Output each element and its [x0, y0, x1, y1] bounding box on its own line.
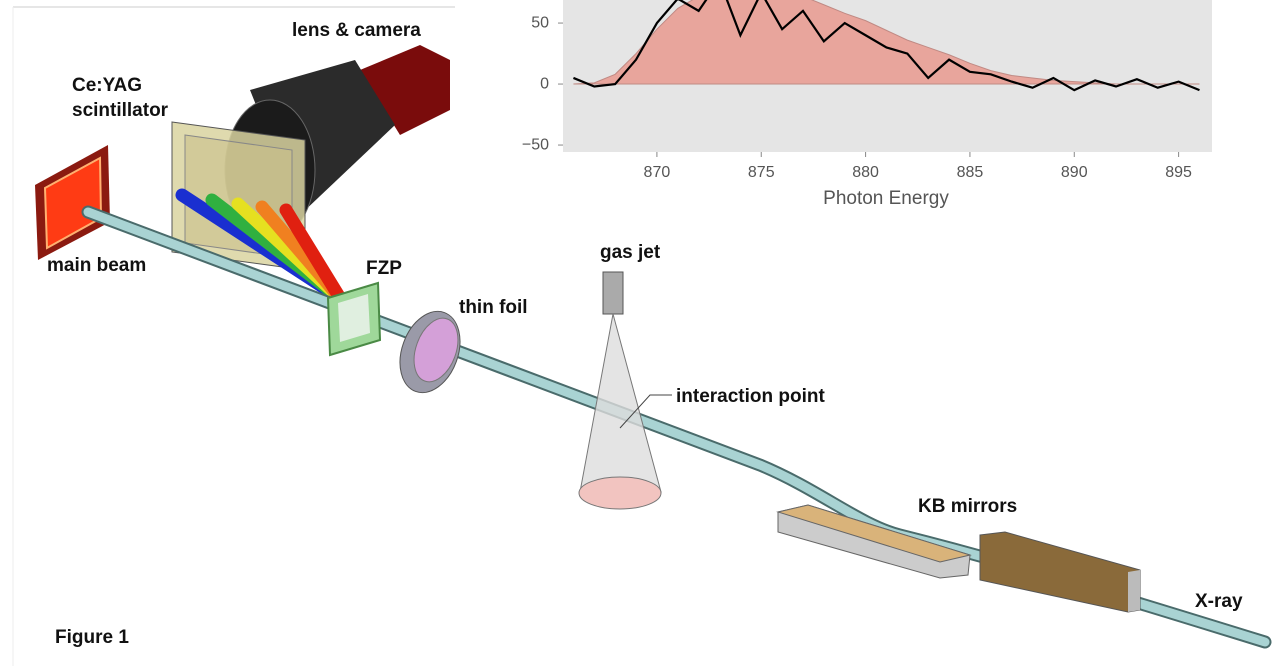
figure: lens & camera Ce:YAG scintillator main b…: [0, 0, 1273, 666]
y-tick-label: −50: [522, 136, 549, 153]
label: scintillator: [72, 100, 169, 121]
y-tick-label: 0: [540, 75, 549, 92]
label: main beam: [47, 255, 146, 276]
label: FZP: [366, 258, 402, 279]
x-tick-label: 895: [1165, 164, 1192, 181]
x-tick-label: 890: [1061, 164, 1088, 181]
x-tick-label: 875: [748, 164, 775, 181]
page: lens & camera Ce:YAG scintillator main b…: [0, 0, 1273, 666]
caption: Figure 1: [55, 627, 129, 648]
label: interaction point: [676, 386, 826, 407]
label: lens & camera: [292, 20, 421, 41]
x-tick-label: 880: [852, 164, 879, 181]
label: gas jet: [600, 242, 661, 263]
x-axis-label: Photon Energy: [823, 188, 949, 209]
nozzle: [603, 272, 623, 314]
y-tick-label: 50: [531, 14, 549, 31]
label: thin foil: [459, 297, 528, 318]
label: X-ray: [1195, 591, 1243, 612]
x-tick-label: 870: [644, 164, 671, 181]
label: KB mirrors: [918, 496, 1017, 517]
x-tick-label: 885: [957, 164, 984, 181]
label: Ce:YAG: [72, 75, 142, 96]
gas-cone-base: [579, 477, 661, 509]
kb-mirror-2-end: [1128, 570, 1140, 612]
inset-chart: Photon Energy −50 0 50 870 875 880 885 890 895: [458, 0, 1273, 222]
